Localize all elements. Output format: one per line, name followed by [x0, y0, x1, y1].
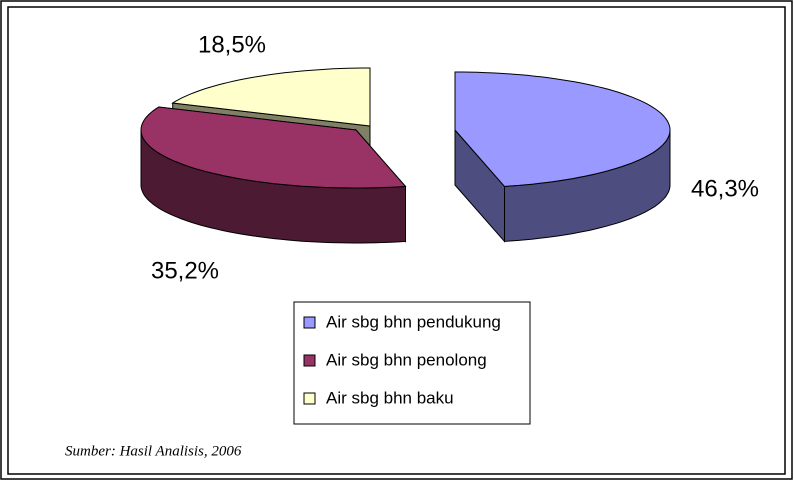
source-note: Sumber: Hasil Analisis, 2006 — [65, 443, 242, 459]
slice — [454, 71, 671, 187]
legend-label: Air sbg bhn pendukung — [326, 312, 501, 331]
legend-swatch — [303, 392, 316, 405]
legend: Air sbg bhn pendukung Air sbg bhn penolon… — [303, 312, 501, 407]
legend-swatch — [303, 354, 316, 367]
slice — [140, 106, 407, 189]
legend-swatch — [303, 316, 316, 329]
pie: 18,5% 46,3% 35,2% — [140, 31, 759, 284]
data-label: 18,5% — [198, 31, 266, 58]
legend-box — [293, 301, 531, 425]
inner-frame — [7, 6, 786, 475]
legend-label: Air sbg bhn baku — [326, 388, 454, 407]
data-label: 46,3% — [691, 175, 759, 202]
data-label: 35,2% — [151, 257, 219, 284]
slice — [171, 67, 371, 127]
legend-label: Air sbg bhn penolong — [326, 350, 487, 369]
